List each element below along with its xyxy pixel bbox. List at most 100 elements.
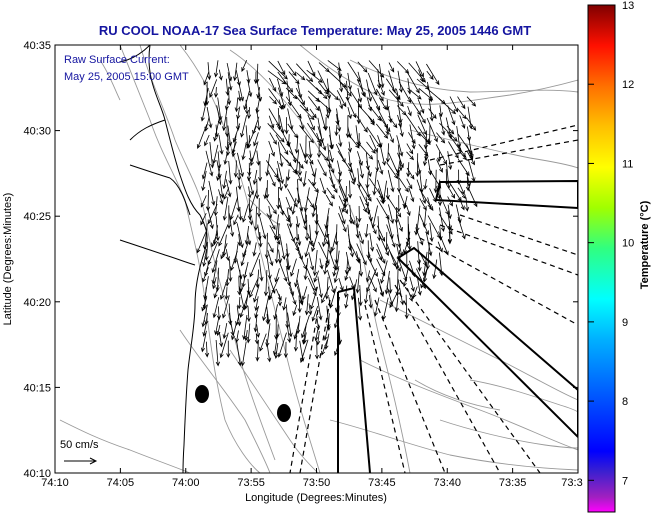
current-vector xyxy=(311,305,319,322)
current-vector xyxy=(347,106,352,120)
current-vector xyxy=(277,332,287,358)
current-vector xyxy=(344,294,349,309)
current-vector xyxy=(364,223,369,238)
current-vector xyxy=(286,159,297,175)
current-vector xyxy=(359,196,367,213)
current-vector xyxy=(368,276,377,293)
current-vector xyxy=(299,125,314,144)
current-vector xyxy=(227,72,233,91)
current-vector xyxy=(233,214,239,226)
current-vector xyxy=(302,171,307,188)
x-tick-label: 73:3 xyxy=(561,477,582,489)
current-vector xyxy=(203,87,209,107)
current-vector xyxy=(335,114,340,126)
current-vector xyxy=(288,71,300,85)
current-vector xyxy=(230,250,238,272)
current-vector xyxy=(314,205,319,225)
current-vector xyxy=(288,150,304,169)
current-vector xyxy=(382,297,389,321)
current-vector xyxy=(397,279,405,306)
current-vector xyxy=(212,144,219,165)
current-vector xyxy=(402,268,409,288)
current-vector xyxy=(356,243,367,266)
current-vector xyxy=(289,287,297,306)
current-vector xyxy=(425,231,433,257)
current-vector xyxy=(436,159,443,173)
current-vector xyxy=(316,143,322,159)
current-vector xyxy=(407,287,413,302)
coastline xyxy=(55,45,208,473)
current-vector xyxy=(256,198,262,218)
x-axis: 74:10 74:05 74:00 73:55 73:50 73:45 73:40 73:35… xyxy=(41,45,583,489)
current-vector xyxy=(449,188,456,199)
current-vector xyxy=(207,206,214,230)
current-vector xyxy=(278,99,283,111)
current-vector xyxy=(304,242,310,258)
current-vector xyxy=(336,108,342,132)
current-vector xyxy=(379,63,385,89)
current-vector xyxy=(418,69,424,83)
x-tick-label: 74:05 xyxy=(107,477,135,489)
current-vector xyxy=(226,205,232,230)
current-vector xyxy=(344,269,350,281)
current-vector xyxy=(416,108,426,124)
map-layer xyxy=(55,45,578,473)
current-vector xyxy=(237,233,242,247)
x-axis-label: Longitude (Degrees:Minutes) xyxy=(245,492,387,504)
current-vector xyxy=(205,150,214,177)
current-vector xyxy=(447,232,452,245)
current-vector xyxy=(227,125,233,147)
current-vector xyxy=(376,249,383,261)
current-vector xyxy=(364,287,369,305)
current-vector xyxy=(257,224,262,242)
current-vector xyxy=(396,135,404,157)
current-vector xyxy=(459,150,467,161)
current-vector xyxy=(404,294,409,320)
current-vector xyxy=(325,194,333,207)
colorbar-tick-label: 8 xyxy=(622,396,628,408)
current-vector xyxy=(388,89,404,107)
current-vector xyxy=(295,170,302,183)
current-vector xyxy=(288,215,293,229)
current-vector xyxy=(286,62,297,77)
current-vector xyxy=(312,168,317,187)
current-vector xyxy=(311,196,318,218)
current-vector xyxy=(303,258,309,281)
current-vector xyxy=(267,250,274,267)
current-vector xyxy=(249,141,259,167)
current-vector xyxy=(406,151,415,161)
current-vector xyxy=(408,187,415,203)
current-vector xyxy=(429,188,437,203)
current-vector xyxy=(327,234,333,255)
current-vector xyxy=(244,330,249,342)
current-vector xyxy=(299,143,308,165)
current-vector xyxy=(389,132,394,144)
current-vector xyxy=(366,79,373,102)
current-vector xyxy=(387,170,395,193)
current-vector xyxy=(347,141,352,153)
current-vector xyxy=(237,296,242,310)
current-vector xyxy=(204,341,210,358)
current-vector xyxy=(226,340,231,358)
current-vector xyxy=(316,297,323,321)
current-vector xyxy=(349,214,355,226)
current-vector xyxy=(211,260,218,285)
current-vector xyxy=(213,86,219,98)
current-vector xyxy=(207,62,212,81)
current-vector xyxy=(242,203,249,223)
current-vector xyxy=(287,312,293,338)
current-vector xyxy=(256,87,261,99)
current-vector xyxy=(396,105,407,116)
current-vector xyxy=(345,115,350,139)
current-vector xyxy=(447,213,453,231)
current-vector xyxy=(212,277,217,290)
current-vector xyxy=(457,96,466,110)
current-vector xyxy=(243,90,250,111)
current-vector xyxy=(246,135,252,149)
current-vector xyxy=(296,63,314,83)
current-vector xyxy=(212,297,220,319)
current-vector xyxy=(446,162,451,190)
current-vector xyxy=(406,178,413,190)
colorbar-tick-label: 10 xyxy=(622,238,634,250)
current-vector xyxy=(466,117,477,131)
